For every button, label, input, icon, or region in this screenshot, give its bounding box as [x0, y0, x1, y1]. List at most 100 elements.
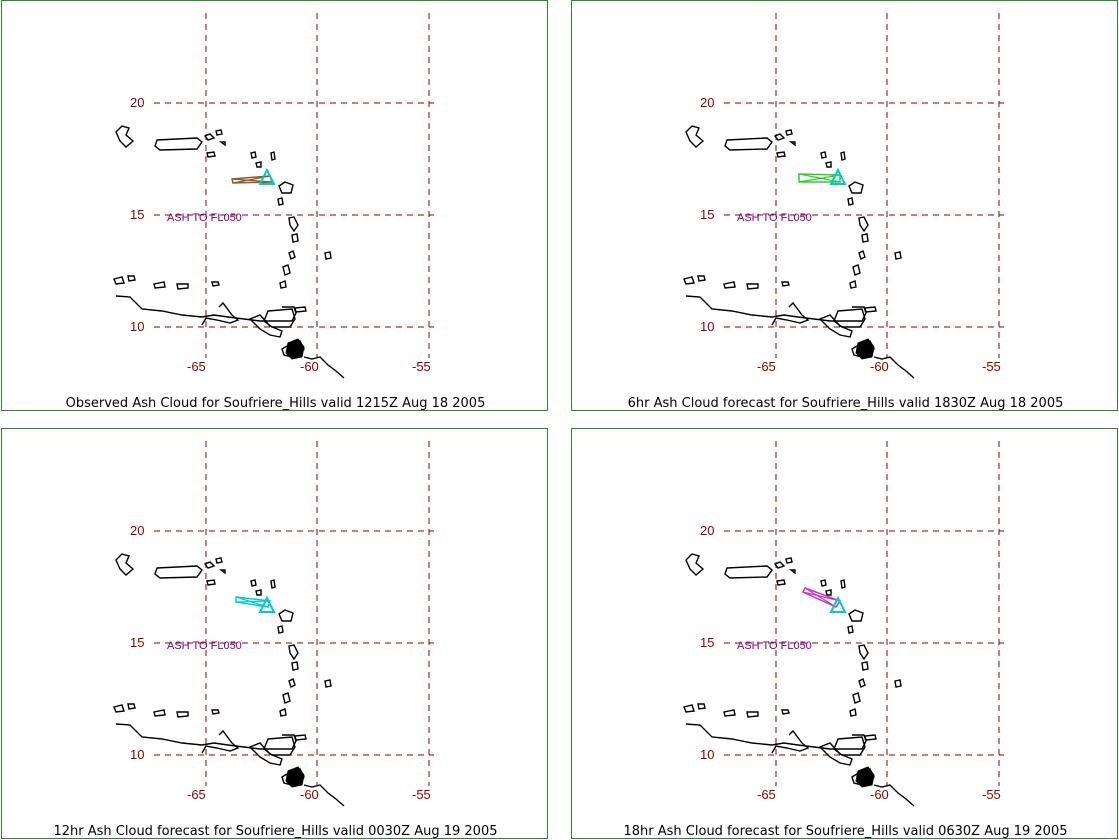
coastline-segment [303, 356, 345, 379]
coastline-segment [250, 579, 257, 587]
coastlines [683, 125, 915, 379]
coastline-segment [685, 125, 705, 148]
coastline-segment [849, 280, 857, 289]
coastline-segment [215, 129, 223, 136]
volcano-marker [258, 595, 276, 613]
ash-level-label: ASH TO FL050 [167, 212, 242, 224]
coastline-segment [840, 151, 846, 161]
coastline-segment [255, 161, 262, 168]
volcano-marker [258, 167, 276, 185]
coastline-segment [127, 275, 136, 282]
coastline-segment [282, 692, 291, 704]
coastline-segment [773, 561, 786, 569]
coastline-segment [215, 557, 223, 564]
coastline-segment [176, 711, 189, 718]
coastline-segment [263, 308, 296, 328]
lon-label-55: -55 [982, 359, 1001, 374]
coastline-segment [861, 233, 869, 243]
lat-label-10: 10 [700, 747, 714, 762]
coastline-segment [847, 625, 854, 634]
lon-label-60: -60 [870, 359, 889, 374]
coastline-segment [771, 301, 810, 326]
coastline-segment [203, 133, 216, 141]
coastline-segment [697, 275, 706, 282]
coastline-segment [840, 579, 846, 589]
map-canvas: ASH TO FL050 20 15 10 -65 -60 -55 [683, 441, 1004, 807]
coastline-segment [858, 644, 869, 661]
panel-caption: 18hr Ash Cloud forecast for Soufriere_Hi… [623, 824, 1068, 839]
coastline-segment [683, 704, 695, 713]
map-canvas: ASH TO FL050 20 15 10 -65 -60 -55 [113, 13, 434, 379]
coastline-segment [746, 711, 759, 718]
ash-level-label: ASH TO FL050 [167, 640, 242, 652]
coastline-segment [288, 644, 299, 661]
coastline-segment [294, 306, 307, 313]
lon-label-65: -65 [187, 359, 206, 374]
coastline-segment [776, 151, 786, 158]
coastline-segment [820, 579, 827, 587]
lat-label-10: 10 [130, 747, 144, 762]
coastline-segment [894, 251, 902, 260]
coastline-segment [818, 314, 853, 338]
coastline-segment [278, 609, 294, 622]
ash-map-panel-12hr: ASH TO FL050 20 15 10 -65 -60 -55 12hr A… [1, 428, 548, 839]
coastline-segment [248, 314, 283, 338]
panel-caption: 12hr Ash Cloud forecast for Soufriere_Hi… [53, 824, 498, 839]
coastline-segment [848, 181, 864, 194]
coastline-segment [303, 784, 345, 807]
graticule [154, 441, 434, 786]
ash-map-panel-6hr: ASH TO FL050 20 15 10 -65 -60 -55 6hr As… [571, 0, 1118, 411]
coastline-segment [291, 233, 299, 243]
coastline-segment [849, 708, 857, 717]
coastlines [683, 553, 915, 807]
lon-label-60: -60 [300, 787, 319, 802]
lon-label-55: -55 [412, 787, 431, 802]
coastline-segment [278, 181, 294, 194]
ash-cloud-hatch [798, 174, 841, 183]
coastline-segment [203, 561, 216, 569]
ash-map-panel-observed: ASH TO FL050 20 15 10 -65 -60 -55 Observ… [1, 0, 548, 411]
coastline-segment [113, 704, 125, 713]
coastline-segment [852, 692, 861, 704]
coastline-segment [771, 729, 810, 754]
lat-label-20: 20 [700, 95, 714, 110]
ash-cloud-hatch [802, 591, 841, 602]
panel-caption: Observed Ash Cloud for Soufriere_Hills v… [65, 396, 486, 411]
coastline-segment [873, 784, 915, 807]
coastline-segment [291, 661, 299, 671]
ash-cloud [231, 175, 274, 184]
landmass [855, 766, 875, 788]
lon-label-55: -55 [982, 787, 1001, 802]
coastline-segment [785, 557, 793, 564]
coastline-segment [864, 734, 877, 741]
coastline-segment [861, 661, 869, 671]
coastline-segment [250, 151, 257, 159]
lat-label-15: 15 [130, 635, 144, 650]
coastline-segment [723, 709, 736, 717]
coastline-segment [201, 301, 240, 326]
lat-label-20: 20 [700, 523, 714, 538]
coastline-segment [211, 281, 220, 287]
coastlines [113, 125, 345, 379]
lat-label-20: 20 [130, 95, 144, 110]
ash-cloud-hatch [804, 587, 837, 608]
coastline-segment [115, 553, 135, 576]
lon-label-55: -55 [412, 359, 431, 374]
lat-label-15: 15 [700, 635, 714, 650]
coastline-segment [211, 709, 220, 715]
coastline-segment [833, 736, 866, 756]
coastline-segment [263, 736, 296, 756]
panel-caption: 6hr Ash Cloud forecast for Soufriere_Hil… [627, 396, 1064, 411]
coastline-segment [858, 250, 866, 260]
coastline-segment [746, 283, 759, 290]
coastline-segment [864, 306, 877, 313]
coastline-segment [248, 742, 283, 766]
volcano-marker [829, 167, 847, 185]
coastline-segment [270, 579, 276, 589]
lon-label-60: -60 [870, 787, 889, 802]
coastline-segment [852, 264, 861, 276]
coastline-segment [294, 734, 307, 741]
coastline-segment [781, 281, 790, 287]
coastline-segment [781, 709, 790, 715]
coastline-segment [785, 129, 793, 136]
